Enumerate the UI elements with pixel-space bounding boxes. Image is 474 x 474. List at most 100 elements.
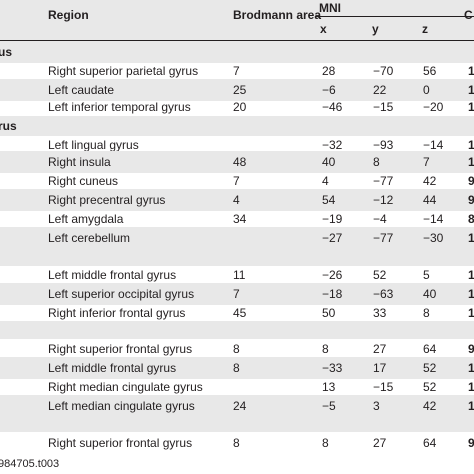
- cell-y: 8: [373, 155, 380, 169]
- cell-brodmann: 4: [233, 193, 240, 207]
- cell-region: Left median cingulate gyrus: [48, 399, 195, 413]
- cell-y: −4: [373, 212, 387, 226]
- cell-brodmann: 25: [233, 83, 247, 97]
- cell-x: 13: [322, 380, 336, 394]
- cell-brodmann: 8: [233, 436, 240, 450]
- cell-y: 27: [373, 436, 387, 450]
- cell-region: Left inferior temporal gyrus: [48, 100, 191, 114]
- cell-cluster: 8: [468, 212, 474, 226]
- cell-y: −77: [373, 174, 394, 188]
- table-row: Left middle frontal gyrus 8 −33 17 52 1: [0, 357, 474, 379]
- table-row: Right superior parietal gyrus 7 28 −70 5…: [0, 60, 474, 82]
- cell-brodmann: 34: [233, 212, 247, 226]
- cell-cluster: 9: [468, 342, 474, 356]
- cell-y: 27: [373, 342, 387, 356]
- table-row: Right superior frontal gyrus 8 8 27 64 9: [0, 338, 474, 360]
- cell-region: Left superior occipital gyrus: [48, 287, 195, 301]
- cell-z: 56: [423, 64, 437, 78]
- cell-brodmann: 45: [233, 306, 247, 320]
- cell-z: −14: [423, 138, 444, 152]
- cell-z: 64: [423, 436, 437, 450]
- cell-y: −12: [373, 193, 394, 207]
- cell-cluster: 9: [468, 436, 474, 450]
- table-row: Left middle frontal gyrus 11 −26 52 5 1: [0, 264, 474, 286]
- cell-z: 64: [423, 342, 437, 356]
- cell-cluster: 1: [468, 399, 474, 413]
- cell-region: Right inferior frontal gyrus: [48, 306, 186, 320]
- cell-cluster: 1: [468, 287, 474, 301]
- cell-brodmann: 20: [233, 100, 247, 114]
- cell-y: 22: [373, 83, 387, 97]
- table-row: Right median cingulate gyrus 13 −15 52 1: [0, 376, 474, 398]
- cell-y: −70: [373, 64, 394, 78]
- cell-y: 17: [373, 361, 387, 375]
- table-row: Left caudate 25 −6 22 0 1: [0, 79, 474, 101]
- table-row: Right cuneus 7 4 −77 42 9: [0, 170, 474, 192]
- group-row-1: us: [0, 41, 474, 63]
- cell-z: 5: [423, 268, 430, 282]
- cell-region: Left middle frontal gyrus: [48, 268, 177, 282]
- cell-z: 52: [423, 361, 437, 375]
- header-mni: MNI: [319, 1, 341, 15]
- cell-z: 0: [423, 83, 430, 97]
- cell-y: 33: [373, 306, 387, 320]
- group-row-5: [0, 414, 474, 432]
- cell-y: −93: [373, 138, 394, 152]
- table-row: Right insula 48 40 8 7 1: [0, 151, 474, 173]
- cell-brodmann: 24: [233, 399, 247, 413]
- group-row-4: [0, 321, 474, 339]
- header-z: z: [422, 22, 428, 36]
- group-row-3: [0, 248, 474, 266]
- cell-z: 44: [423, 193, 437, 207]
- table-row: Right precentral gyrus 4 54 −12 44 9: [0, 189, 474, 211]
- cell-region: Right precentral gyrus: [48, 193, 166, 207]
- cell-y: −63: [373, 287, 394, 301]
- cell-region: Right superior frontal gyrus: [48, 436, 193, 450]
- cell-region: Right superior parietal gyrus: [48, 64, 199, 78]
- cell-brodmann: 7: [233, 64, 240, 78]
- cell-cluster: 1: [468, 361, 474, 375]
- cell-cluster: 1: [468, 100, 474, 114]
- cell-region: Left middle frontal gyrus: [48, 361, 177, 375]
- cell-cluster: 9: [468, 193, 474, 207]
- header-y: y: [372, 22, 379, 36]
- cell-x: −33: [322, 361, 343, 375]
- cell-region: Right cuneus: [48, 174, 119, 188]
- cell-y: 52: [373, 268, 387, 282]
- cell-region: Left amygdala: [48, 212, 124, 226]
- cell-cluster: 1: [468, 138, 474, 152]
- cell-cluster: 1: [468, 380, 474, 394]
- cell-region: Left lingual gyrus: [48, 138, 139, 152]
- table-row: Left cerebellum −27 −77 −30 1: [0, 227, 474, 249]
- cell-x: −27: [322, 231, 343, 245]
- group-row-2: rus: [0, 116, 474, 136]
- group-label: us: [0, 45, 13, 59]
- cell-cluster: 1: [468, 306, 474, 320]
- cell-cluster: 9: [468, 174, 474, 188]
- cell-brodmann: 7: [233, 287, 240, 301]
- cell-brodmann: 48: [233, 155, 247, 169]
- cell-y: −15: [373, 100, 394, 114]
- cell-x: 40: [322, 155, 336, 169]
- header-cluster-partial: C: [464, 8, 473, 22]
- cell-z: −14: [423, 212, 444, 226]
- cell-z: 42: [423, 399, 437, 413]
- cell-x: −32: [322, 138, 343, 152]
- cell-x: −5: [322, 399, 336, 413]
- cell-z: −30: [423, 231, 444, 245]
- header-region: Region: [48, 8, 89, 22]
- cell-z: 8: [423, 306, 430, 320]
- cell-region: Right insula: [48, 155, 111, 169]
- cell-x: 8: [322, 436, 329, 450]
- table-row: Left superior occipital gyrus 7 −18 −63 …: [0, 283, 474, 305]
- cell-z: 52: [423, 380, 437, 394]
- cell-brodmann: 7: [233, 174, 240, 188]
- cell-x: 8: [322, 342, 329, 356]
- group-label: rus: [0, 119, 17, 133]
- table-row: Right inferior frontal gyrus 45 50 33 8 …: [0, 302, 474, 324]
- cell-x: 28: [322, 64, 336, 78]
- table-row: Left inferior temporal gyrus 20 −46 −15 …: [0, 96, 474, 118]
- cell-brodmann: 8: [233, 361, 240, 375]
- cell-z: 40: [423, 287, 437, 301]
- cell-region: Right median cingulate gyrus: [48, 380, 203, 394]
